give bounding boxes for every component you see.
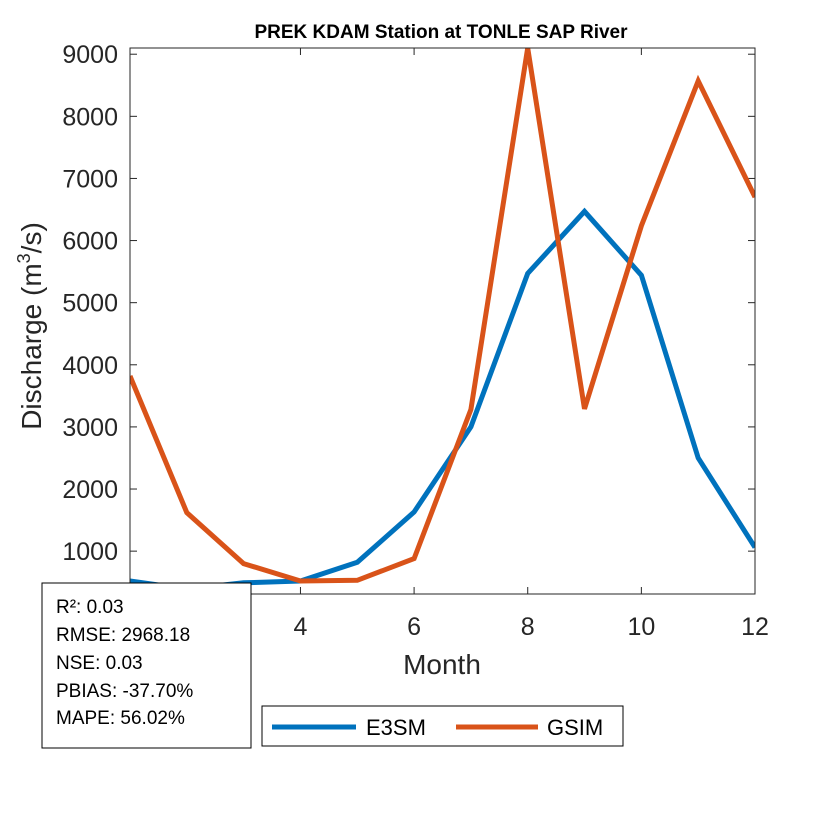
y-tick-label: 7000 xyxy=(62,165,118,193)
y-axis-label-main: Discharge (m xyxy=(16,263,47,429)
stats-pbias: PBIAS: -37.70% xyxy=(56,681,193,702)
y-axis-label-end: /s) xyxy=(16,222,47,253)
y-tick-label: 2000 xyxy=(62,476,118,504)
series-group xyxy=(130,47,755,592)
y-axis-label: Discharge (m3/s) xyxy=(14,222,47,430)
plot-frame xyxy=(129,47,756,595)
legend: E3SM GSIM xyxy=(261,705,624,747)
y-tick-label: 6000 xyxy=(62,228,118,256)
stats-box: R²: 0.03 RMSE: 2968.18 NSE: 0.03 PBIAS: … xyxy=(41,582,252,749)
y-tick-label: 8000 xyxy=(62,103,118,131)
x-tick-label: 10 xyxy=(627,613,655,641)
stats-mape: MAPE: 56.02% xyxy=(56,708,185,729)
x-tick-labels: 4 6 8 10 12 xyxy=(294,613,769,641)
stats-r2: R²: 0.03 xyxy=(56,597,124,618)
series-line-e3sm xyxy=(130,207,755,592)
x-tick-label: 4 xyxy=(294,613,308,641)
x-axis-label: Month xyxy=(403,649,481,680)
y-tick-label: 1000 xyxy=(62,538,118,566)
series-line-gsim xyxy=(130,47,755,584)
stats-box-frame xyxy=(41,582,252,749)
x-tick-label: 6 xyxy=(407,613,421,641)
y-tick-label: 4000 xyxy=(62,352,118,380)
chart-title: PREK KDAM Station at TONLE SAP River xyxy=(254,22,628,43)
legend-label-gsim: GSIM xyxy=(547,715,603,740)
y-tick-label: 3000 xyxy=(62,414,118,442)
axis-ticks xyxy=(130,48,756,594)
x-tick-label: 8 xyxy=(521,613,535,641)
x-tick-label: 12 xyxy=(741,613,769,641)
y-tick-label: 9000 xyxy=(62,41,118,69)
legend-label-e3sm: E3SM xyxy=(366,715,426,740)
stats-rmse: RMSE: 2968.18 xyxy=(56,625,190,646)
y-tick-labels: 1000 2000 3000 4000 5000 6000 7000 8000 9000 xyxy=(62,41,118,566)
y-tick-label: 5000 xyxy=(62,290,118,318)
stats-nse: NSE: 0.03 xyxy=(56,653,143,674)
y-axis-label-sup: 3 xyxy=(14,253,34,263)
